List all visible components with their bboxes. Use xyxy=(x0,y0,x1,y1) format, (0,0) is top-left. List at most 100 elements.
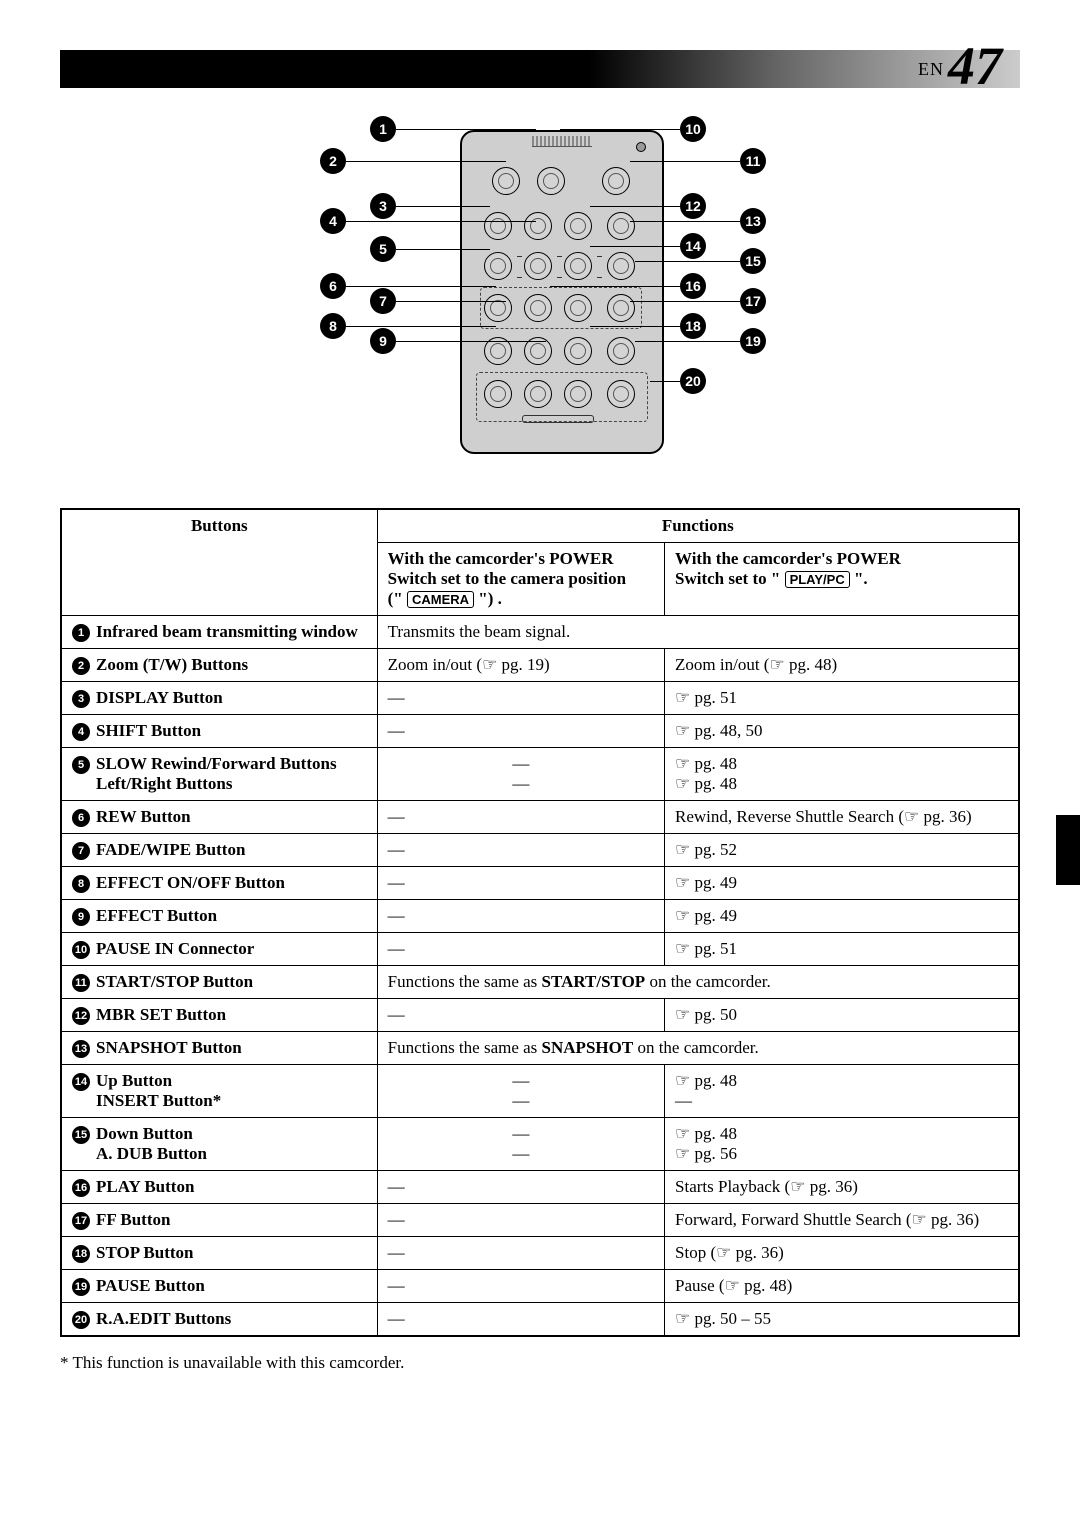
camera-cell: — xyxy=(377,1204,664,1237)
th-camera: With the camcorder's POWER Switch set to… xyxy=(377,543,664,616)
camera-cell: — xyxy=(377,682,664,715)
row-number: 12 xyxy=(72,1007,90,1025)
button-label: MBR SET Button xyxy=(96,1005,226,1025)
button-label: Down Button xyxy=(96,1124,193,1144)
th-buttons: Buttons xyxy=(61,509,377,616)
callout: 20 xyxy=(680,368,706,394)
button-cell: 10PAUSE IN Connector xyxy=(61,933,377,966)
button-cell: 13SNAPSHOT Button xyxy=(61,1032,377,1065)
row-number: 7 xyxy=(72,842,90,860)
button-label: SHIFT Button xyxy=(96,721,201,741)
page-number: 47 xyxy=(948,39,1002,93)
table-row: 18STOP Button—Stop (☞ pg. 36) xyxy=(61,1237,1019,1270)
button-cell: 12 MBR SET Button xyxy=(61,999,377,1032)
sep xyxy=(557,256,562,278)
button-cell: 4 SHIFT Button xyxy=(61,715,377,748)
slot xyxy=(522,415,594,423)
btn xyxy=(607,252,635,280)
sep xyxy=(517,256,522,278)
table-row: 1Infrared beam transmitting windowTransm… xyxy=(61,616,1019,649)
leader xyxy=(590,326,680,327)
play-cell: ☞ pg. 48— xyxy=(665,1065,1019,1118)
leader xyxy=(396,129,536,130)
play-cell: ☞ pg. 51 xyxy=(665,682,1019,715)
btn xyxy=(484,252,512,280)
button-label: EFFECT ON/OFF Button xyxy=(96,873,285,893)
button-cell: 5SLOW Rewind/Forward ButtonsLeft/Right B… xyxy=(61,748,377,801)
row-number: 16 xyxy=(72,1179,90,1197)
callout: 4 xyxy=(320,208,346,234)
ir-window xyxy=(532,136,592,147)
button-cell: 7FADE/WIPE Button xyxy=(61,834,377,867)
camera-cell: —— xyxy=(377,1065,664,1118)
txt: Switch set to the camera position xyxy=(388,569,626,588)
button-cell: 9EFFECT Button xyxy=(61,900,377,933)
play-cell: Stop (☞ pg. 36) xyxy=(665,1237,1019,1270)
button-cell: 3DISPLAY Button xyxy=(61,682,377,715)
button-sublabel: A. DUB Button xyxy=(96,1144,367,1164)
leader xyxy=(635,261,740,262)
table-row: 16PLAY Button—Starts Playback (☞ pg. 36) xyxy=(61,1171,1019,1204)
remote-diagram: 1 2 3 4 5 6 7 8 9 10 11 12 xyxy=(260,118,820,468)
button-label: DISPLAY Button xyxy=(96,688,223,708)
leader xyxy=(560,129,650,130)
txt: ") . xyxy=(474,589,502,608)
table-row: 19PAUSE Button—Pause (☞ pg. 48) xyxy=(61,1270,1019,1303)
leader xyxy=(346,326,496,327)
table-row: 12 MBR SET Button —☞ pg. 50 xyxy=(61,999,1019,1032)
callout: 3 xyxy=(370,193,396,219)
leader xyxy=(630,161,740,162)
txt: (" xyxy=(388,589,407,608)
callout: 19 xyxy=(740,328,766,354)
row-number: 9 xyxy=(72,908,90,926)
table-row: 6REW Button—Rewind, Reverse Shuttle Sear… xyxy=(61,801,1019,834)
span-cell: Transmits the beam signal. xyxy=(377,616,1019,649)
table-row: 2Zoom (T/W) ButtonsZoom in/out (☞ pg. 19… xyxy=(61,649,1019,682)
leader xyxy=(590,206,680,207)
camera-cell: — xyxy=(377,1171,664,1204)
camera-cell: — xyxy=(377,900,664,933)
row-number: 14 xyxy=(72,1073,90,1091)
btn xyxy=(537,167,565,195)
btn xyxy=(564,337,592,365)
btn xyxy=(607,337,635,365)
table-row: 14Up ButtonINSERT Button*——☞ pg. 48— xyxy=(61,1065,1019,1118)
callout: 15 xyxy=(740,248,766,274)
camera-cell: — xyxy=(377,1237,664,1270)
play-cell: ☞ pg. 48☞ pg. 48 xyxy=(665,748,1019,801)
btn xyxy=(524,212,552,240)
play-cell: Pause (☞ pg. 48) xyxy=(665,1270,1019,1303)
play-cell: ☞ pg. 48, 50 xyxy=(665,715,1019,748)
table-row: 7FADE/WIPE Button—☞ pg. 52 xyxy=(61,834,1019,867)
button-label: Infrared beam transmitting window xyxy=(96,622,358,642)
leader xyxy=(590,246,680,247)
row-number: 19 xyxy=(72,1278,90,1296)
play-cell: ☞ pg. 50 xyxy=(665,999,1019,1032)
row-number: 4 xyxy=(72,723,90,741)
callout: 17 xyxy=(740,288,766,314)
span-cell: Functions the same as START/STOP on the … xyxy=(377,966,1019,999)
callout: 1 xyxy=(370,116,396,142)
manual-page: EN 47 xyxy=(0,0,1080,1433)
txt: With the camcorder's POWER xyxy=(388,549,614,568)
play-cell: ☞ pg. 50 – 55 xyxy=(665,1303,1019,1337)
row-number: 10 xyxy=(72,941,90,959)
sep xyxy=(597,256,602,278)
camera-cell: — xyxy=(377,999,664,1032)
btn xyxy=(564,212,592,240)
row-number: 11 xyxy=(72,974,90,992)
callout: 16 xyxy=(680,273,706,299)
table-row: 4SHIFT Button—☞ pg. 48, 50 xyxy=(61,715,1019,748)
page-prefix: EN xyxy=(918,59,944,80)
leader xyxy=(346,286,496,287)
button-sublabel: INSERT Button* xyxy=(96,1091,367,1111)
functions-table: Buttons Functions With the camcorder's P… xyxy=(60,508,1020,1337)
leader xyxy=(396,341,546,342)
btn xyxy=(607,212,635,240)
callout: 9 xyxy=(370,328,396,354)
button-label: Zoom (T/W) Buttons xyxy=(96,655,248,675)
btn xyxy=(524,252,552,280)
mode-box: PLAY/PC xyxy=(785,571,850,588)
leader xyxy=(630,301,740,302)
row-number: 5 xyxy=(72,756,90,774)
